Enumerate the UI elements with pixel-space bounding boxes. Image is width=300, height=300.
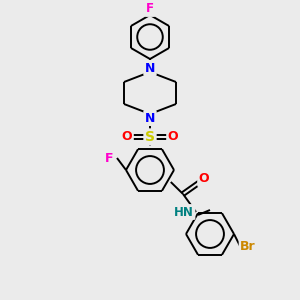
Text: S: S <box>145 130 155 144</box>
Text: N: N <box>145 61 155 74</box>
Text: O: O <box>122 130 132 143</box>
Text: O: O <box>168 130 178 143</box>
Text: F: F <box>146 2 154 16</box>
Text: N: N <box>145 112 155 124</box>
Text: Br: Br <box>240 239 256 253</box>
Text: HN: HN <box>174 206 194 218</box>
Text: O: O <box>199 172 209 185</box>
Text: F: F <box>105 152 113 164</box>
